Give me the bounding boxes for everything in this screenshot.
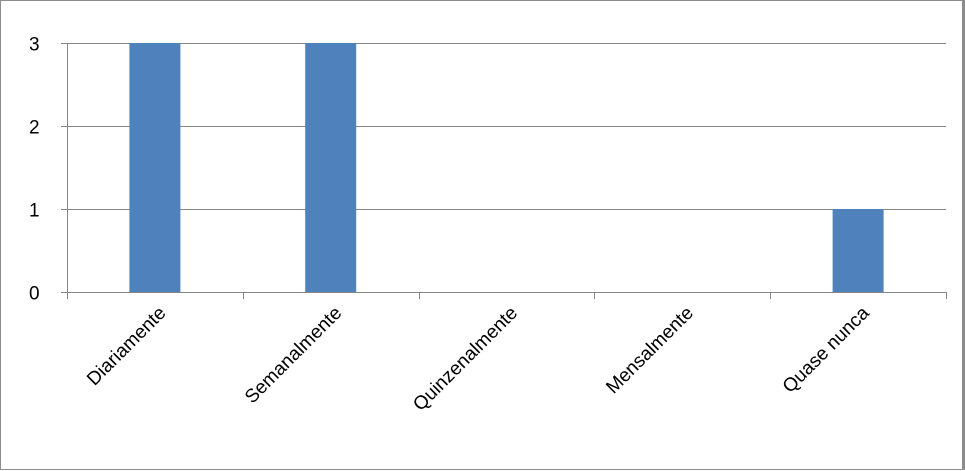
y-tick-label-3: 3 xyxy=(29,35,40,56)
x-tick-label-0: Diariamente xyxy=(83,303,170,390)
x-tick-label-4: Quase nunca xyxy=(779,302,874,397)
x-tick-label-3: Mensalmente xyxy=(602,303,698,399)
bar-1 xyxy=(305,43,357,292)
x-tick-label-1: Semanalmente xyxy=(241,303,346,408)
gridlines xyxy=(67,43,946,210)
y-tick-label-0: 0 xyxy=(29,284,40,305)
bars xyxy=(129,43,884,292)
y-tick-label-1: 1 xyxy=(29,201,40,222)
bar-4 xyxy=(832,209,884,292)
bar-0 xyxy=(129,43,181,292)
x-tick-label-2: Quinzenalmente xyxy=(409,303,522,416)
axes xyxy=(61,43,947,299)
y-tick-label-2: 2 xyxy=(29,118,40,139)
